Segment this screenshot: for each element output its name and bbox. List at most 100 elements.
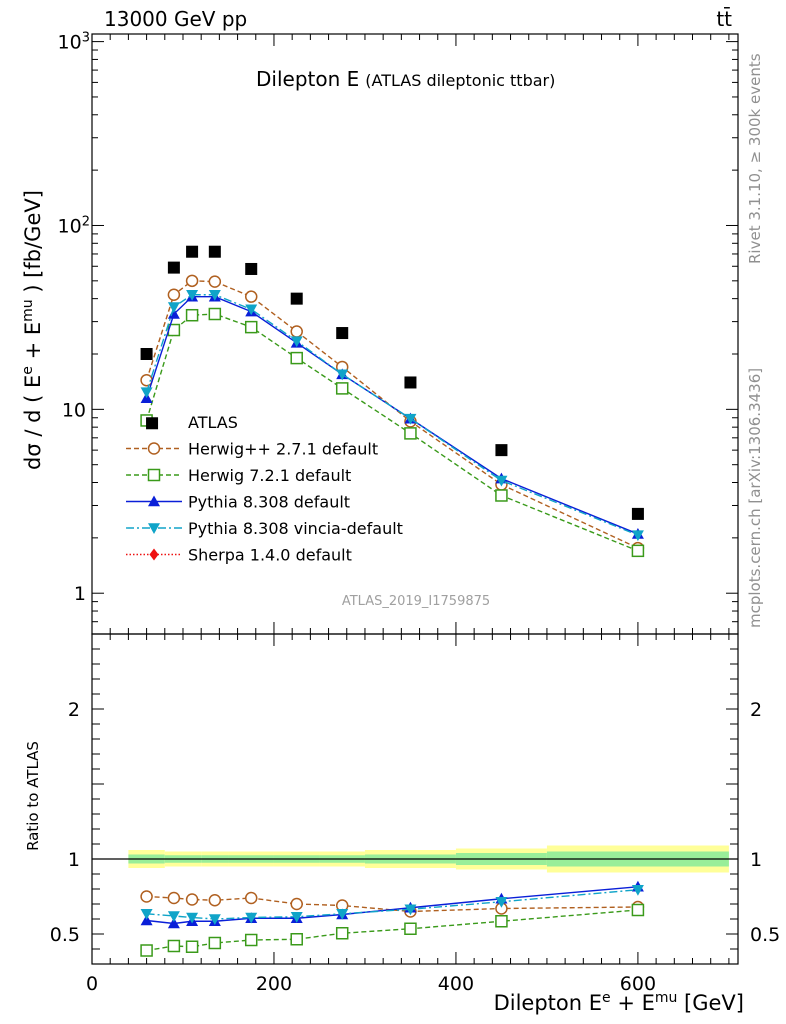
series-point-3 xyxy=(245,304,258,316)
ratio-tick-label-right: 1 xyxy=(750,849,762,871)
ratio-tick-label-left: 0.5 xyxy=(50,924,80,946)
atlas-data-point xyxy=(290,292,303,305)
process-label: tt̄ xyxy=(716,6,732,31)
atlas-data-point xyxy=(336,327,349,340)
series-point-1 xyxy=(208,307,222,321)
y-tick-label-base: 10 xyxy=(62,399,86,421)
x-label-sup2: mu xyxy=(655,990,678,1006)
legend-label: Sherpa 1.4.0 default xyxy=(188,546,352,565)
ratio-point-1 xyxy=(404,922,417,935)
ratio-point-3 xyxy=(495,896,508,908)
series-point-1 xyxy=(335,382,349,395)
ratio-point-3 xyxy=(208,914,221,925)
chart-subtitle: (ATLAS dileptonic ttbar) xyxy=(365,71,555,90)
ratio-point-2 xyxy=(140,914,153,926)
series-point-1 xyxy=(185,308,199,322)
series-point-0 xyxy=(185,274,199,288)
y-label-sup2: mu xyxy=(20,299,36,322)
chart-title-main: Dilepton E xyxy=(256,67,359,91)
ratio-point-0 xyxy=(185,893,199,906)
y-axis-label: dσ / d ( Ee + Emu ) [fb/GeV] xyxy=(20,190,45,470)
series-point-0 xyxy=(167,288,181,301)
ratio-point-2 xyxy=(167,917,180,929)
energy-label: 13000 GeV pp xyxy=(104,7,247,31)
ratio-point-3 xyxy=(336,908,349,920)
ratio-point-3 xyxy=(631,884,644,896)
series-point-0 xyxy=(290,325,303,338)
ratio-point-1 xyxy=(290,933,303,946)
ratio-point-0 xyxy=(244,891,258,905)
series-point-0 xyxy=(208,275,222,288)
series-point-0 xyxy=(244,290,258,303)
ratio-point-1 xyxy=(631,903,645,917)
y-tick-label: 103 xyxy=(58,30,90,54)
ratio-point-1 xyxy=(208,936,222,950)
y-tick-label: 10 xyxy=(62,399,86,421)
y-tick-label-base: 1 xyxy=(74,583,86,605)
ratio-point-1 xyxy=(167,939,181,953)
legend-label: ATLAS xyxy=(188,413,238,432)
series-point-3 xyxy=(167,302,180,314)
series-point-3 xyxy=(208,289,221,301)
ratio-point-1 xyxy=(140,944,153,957)
y-tick-label: 1 xyxy=(74,583,86,605)
legend-marker-4 xyxy=(148,523,160,534)
y-label-a: dσ / d ( E xyxy=(21,375,45,470)
ratio-point-0 xyxy=(290,897,303,911)
ratio-y-axis-label: Ratio to ATLAS xyxy=(24,741,42,851)
ratio-tick-label-left: 2 xyxy=(68,699,80,721)
series-point-1 xyxy=(290,351,303,365)
series-line-1 xyxy=(145,313,639,552)
ratio-point-3 xyxy=(167,911,180,922)
x-tick-label: 200 xyxy=(256,973,292,995)
analysis-watermark: ATLAS_2019_I1759875 xyxy=(342,594,490,609)
ratio-series-line-1 xyxy=(146,909,638,952)
series-point-1 xyxy=(495,489,508,502)
atlas-data-point xyxy=(631,507,644,520)
x-label-main: Dilepton E xyxy=(494,991,602,1015)
ratio-tick-label-right: 0.5 xyxy=(750,924,780,946)
series-point-1 xyxy=(631,544,645,558)
series-point-3 xyxy=(290,336,303,348)
y-label-sup1: e xyxy=(20,366,36,375)
ratio-tick-label-left: 1 xyxy=(68,849,80,871)
y-tick-label-exp: 3 xyxy=(82,30,90,45)
ratio-point-1 xyxy=(244,933,258,947)
ratio-point-3 xyxy=(245,912,258,924)
ratio-tick-label-right: 2 xyxy=(750,699,762,721)
series-point-3 xyxy=(336,369,349,381)
ratio-point-1 xyxy=(495,915,508,928)
x-label-mid: + E xyxy=(611,991,655,1015)
x-tick-label: 400 xyxy=(438,973,474,995)
atlas-data-point xyxy=(140,347,153,360)
legend-marker-1 xyxy=(147,442,161,455)
atlas-data-point xyxy=(245,262,258,275)
series-line-3 xyxy=(145,294,639,536)
ratio-point-3 xyxy=(290,911,303,923)
series-point-1 xyxy=(404,427,417,440)
legend-label: Pythia 8.308 default xyxy=(188,493,350,512)
series-line-2 xyxy=(145,295,639,535)
x-tick-label: 600 xyxy=(620,973,656,995)
ratio-point-1 xyxy=(335,927,349,940)
atlas-data-point xyxy=(495,444,508,457)
atlas-legend-marker xyxy=(146,417,159,430)
y-tick-label-base: 10 xyxy=(58,32,82,54)
y-tick-label-exp: 2 xyxy=(82,214,90,229)
ratio-point-1 xyxy=(185,940,199,953)
y-tick-label: 102 xyxy=(58,214,90,238)
series-point-3 xyxy=(404,413,417,425)
atlas-data-point xyxy=(208,245,221,258)
y-label-b: + E xyxy=(21,322,45,366)
ratio-point-3 xyxy=(140,908,153,920)
chart-title: Dilepton E (ATLAS dileptonic ttbar) xyxy=(256,67,555,91)
legend-marker-5 xyxy=(149,548,159,561)
x-tick-label: 0 xyxy=(86,973,98,995)
ratio-point-0 xyxy=(208,894,222,907)
legend-label: Herwig++ 2.7.1 default xyxy=(188,440,378,459)
legend-label: Herwig 7.2.1 default xyxy=(188,466,351,485)
atlas-data-point xyxy=(186,245,199,258)
ratio-point-0 xyxy=(140,890,153,903)
